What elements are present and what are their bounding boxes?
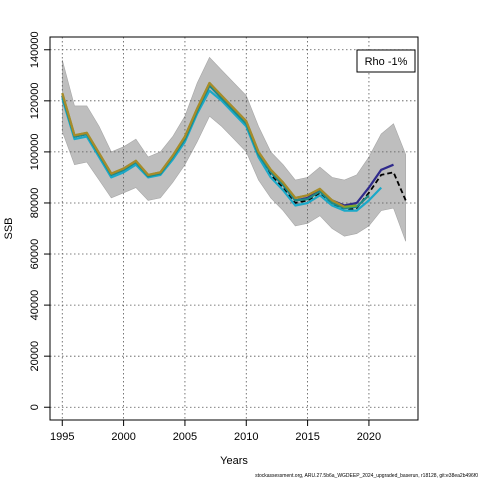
y-tick-label: 140000 — [29, 31, 41, 68]
y-tick-label: 0 — [29, 404, 41, 410]
series-line-2 — [61, 89, 382, 212]
legend-rho-text: Rho -1% — [365, 56, 408, 68]
y-tick-label: 40000 — [29, 290, 41, 321]
y-tick-label: 20000 — [29, 341, 41, 372]
x-tick-label: 2000 — [111, 431, 135, 443]
y-tick-label: 100000 — [29, 134, 41, 171]
x-tick-label: 1995 — [50, 431, 74, 443]
series-line-5 — [61, 81, 345, 208]
x-axis-label: Years — [220, 455, 248, 467]
legend-box — [356, 49, 416, 73]
grid-layer — [50, 37, 418, 420]
confidence-band-layer — [61, 56, 407, 242]
x-tick-label: 2015 — [295, 431, 319, 443]
y-tick-label: 60000 — [29, 239, 41, 270]
y-axis: 0 20000 40000 60000 80000 100000 120000 140000 — [29, 31, 50, 410]
x-tick-label: 2005 — [173, 431, 197, 443]
series-line-3 — [61, 84, 370, 210]
x-tick-label: 2010 — [234, 431, 258, 443]
x-tick-label: 2020 — [357, 431, 381, 443]
y-axis-label: SSB — [3, 217, 15, 239]
legend: Rho -1% — [356, 49, 416, 73]
x-axis: 1995 2000 2005 2010 2015 2020 — [50, 420, 381, 443]
plot-frame — [49, 36, 419, 421]
y-tick-label: 80000 — [29, 188, 41, 219]
footer-caption: stockassessment.org, ARU.27.5b6a_WGDEEP_… — [255, 473, 478, 479]
series-layer — [61, 81, 407, 212]
confidence-band — [61, 56, 407, 242]
y-tick-label: 120000 — [29, 82, 41, 119]
